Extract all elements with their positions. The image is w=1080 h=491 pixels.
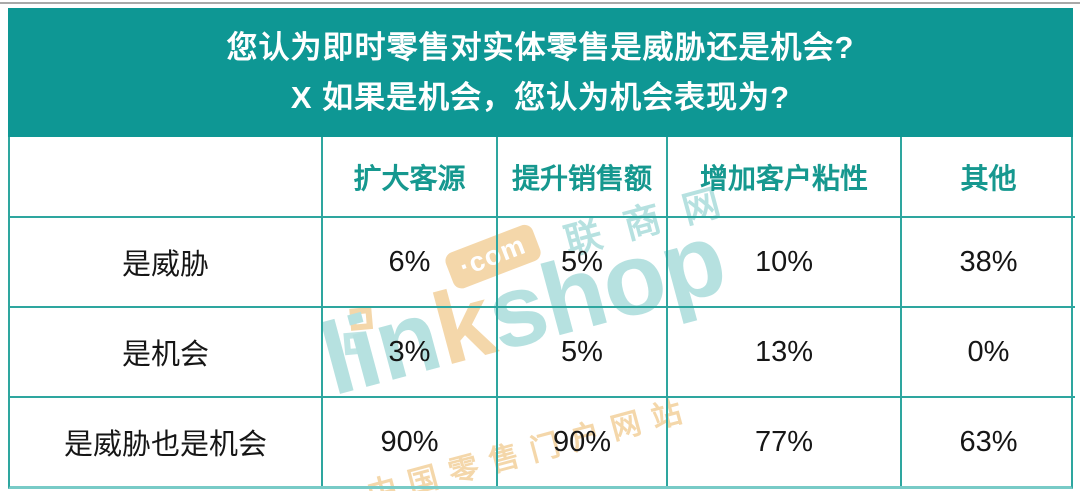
cell-opportunity-other: 0% (902, 308, 1075, 398)
cell-threat-other: 38% (902, 218, 1075, 308)
cell-threat-expand: 6% (323, 218, 498, 308)
row-label-opportunity: 是机会 (10, 308, 323, 398)
cell-threat-stickiness: 10% (668, 218, 902, 308)
cell-both-stickiness: 77% (668, 398, 902, 486)
cell-both-sales: 90% (498, 398, 668, 486)
question-line-2: X 如果是机会，您认为机会表现为? (290, 79, 791, 115)
question-line-1: 您认为即时零售对实体零售是威胁还是机会? (226, 29, 855, 65)
cell-both-expand: 90% (323, 398, 498, 486)
column-header-customer-stickiness: 增加客户粘性 (668, 137, 902, 218)
table-frame: 您认为即时零售对实体零售是威胁还是机会? X 如果是机会，您认为机会表现为? 扩… (8, 8, 1075, 489)
cell-opportunity-sales: 5% (498, 308, 668, 398)
column-header-expand-customers: 扩大客源 (323, 137, 498, 218)
top-divider-line (0, 2, 1080, 4)
question-banner: 您认为即时零售对实体零售是威胁还是机会? X 如果是机会，您认为机会表现为? (8, 8, 1073, 137)
cell-both-other: 63% (959, 425, 1018, 458)
results-table: 扩大客源 提升销售额 增加客户粘性 其他 是威胁 6% 5% 10% 38% 是… (8, 137, 1075, 489)
cell-opportunity-expand: 3% (323, 308, 498, 398)
row-label-threat: 是威胁 (10, 218, 323, 308)
cell-threat-sales: 5% (498, 218, 668, 308)
column-header-other: 其他 (902, 137, 1075, 218)
column-header-increase-sales: 提升销售额 (498, 137, 668, 218)
corner-header-cell (10, 137, 323, 218)
row-label-both: 是威胁也是机会 (10, 398, 323, 486)
cell-opportunity-stickiness: 13% (668, 308, 902, 398)
